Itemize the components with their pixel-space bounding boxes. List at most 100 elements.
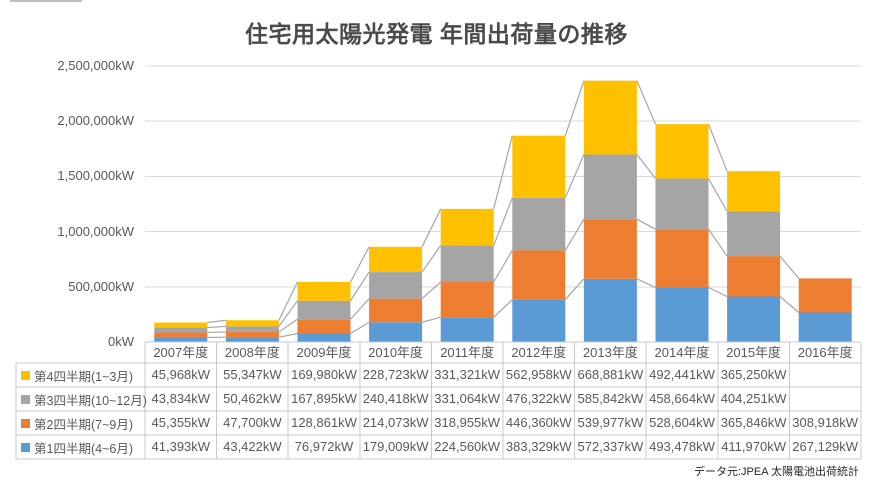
series-line — [564, 80, 585, 136]
table-cell: 476,322kW — [505, 391, 572, 406]
legend-label: 第4四半期(1~3月) — [34, 369, 133, 384]
bar-segment — [583, 219, 637, 279]
bar-segment — [225, 331, 279, 338]
table-cell: 50,462kW — [223, 391, 282, 406]
series-line — [707, 178, 728, 212]
legend-label: 第2四半期(7~9月) — [34, 417, 133, 432]
legend-swatch — [21, 418, 30, 428]
x-category-label: 2016年度 — [797, 345, 853, 360]
bar-segment — [583, 154, 637, 220]
bar-segment — [512, 250, 566, 300]
bar-segment — [154, 327, 208, 333]
table-cell: 411,970kW — [721, 439, 786, 454]
series-line — [708, 286, 728, 298]
bar-segment — [512, 299, 566, 342]
series-line — [493, 299, 513, 318]
bar-segment — [512, 135, 566, 198]
x-category-label: 2011年度 — [440, 345, 495, 360]
y-tick-label: 2,000,000kW — [57, 113, 134, 129]
bar-segment — [583, 80, 637, 155]
series-line — [636, 278, 656, 289]
table-cell: 45,355kW — [151, 415, 211, 430]
bar-segment — [655, 229, 709, 288]
y-tick-label: 500,000kW — [68, 278, 134, 294]
series-line — [493, 250, 513, 283]
table-cell: 55,347kW — [223, 367, 282, 382]
table-cell: 585,842kW — [577, 391, 644, 406]
bar-segment — [297, 333, 351, 342]
table-cell: 45,968kW — [151, 367, 211, 382]
series-line — [278, 281, 299, 321]
bar-segment — [297, 319, 351, 334]
bar-segment — [154, 337, 208, 342]
bar-segment — [225, 337, 279, 342]
legend-item: 第1四半期(4~6月) — [21, 435, 144, 459]
table-cell: 331,064kW — [434, 391, 501, 406]
legend-item: 第2四半期(7~9月) — [21, 411, 144, 435]
table-cell: 331,321kW — [434, 367, 501, 382]
bar-segment — [583, 278, 637, 342]
legend-swatch — [21, 394, 30, 404]
table-cell: 539,977kW — [577, 415, 644, 430]
source-note: データ元:JPEA 太陽電池出荷統計 — [693, 466, 859, 478]
x-category-label: 2012年度 — [511, 345, 567, 360]
bar-segment — [655, 124, 709, 179]
series-line — [349, 271, 370, 302]
bar-segment — [297, 281, 351, 301]
table-cell — [789, 387, 861, 411]
bar-segment — [369, 246, 423, 273]
legend-label: 第1四半期(4~6月) — [34, 441, 133, 456]
table-cell: 668,881kW — [577, 367, 644, 382]
y-tick-label: 2,500,000kW — [57, 58, 134, 73]
bar-segment — [225, 326, 279, 332]
bar-segment — [225, 320, 279, 327]
bar-segment — [297, 300, 351, 320]
series-line — [493, 197, 513, 246]
series-line — [636, 154, 656, 179]
bar-segment — [512, 197, 566, 251]
series-line — [779, 255, 800, 279]
bar-segment — [440, 317, 494, 342]
series-line — [278, 300, 298, 327]
series-line — [278, 318, 298, 333]
legend-item: 第4四半期(1~3月) — [21, 363, 144, 387]
table-cell: 572,337kW — [577, 439, 644, 454]
table-cell: 318,955kW — [434, 415, 501, 430]
bar-segment — [440, 245, 494, 282]
table-cell — [789, 363, 861, 387]
table-cell: 43,834kW — [151, 391, 211, 406]
top-left-divider — [10, 0, 82, 2]
series-line — [421, 316, 441, 323]
series-line — [421, 245, 442, 273]
table-cell: 240,418kW — [362, 391, 429, 406]
x-category-label: 2009年度 — [296, 345, 352, 360]
bar-segment — [655, 287, 709, 342]
table-cell: 446,360kW — [505, 415, 572, 430]
table-cell: 169,980kW — [291, 367, 357, 382]
bar-segment — [798, 278, 852, 313]
table-cell: 41,393kW — [151, 439, 211, 454]
table-cell: 493,478kW — [649, 439, 715, 454]
table-cell: 224,560kW — [434, 439, 501, 454]
table-cell: 365,250kW — [720, 367, 787, 382]
table-cell: 43,422kW — [223, 439, 282, 454]
series-line — [350, 321, 370, 335]
table-cell: 128,861kW — [291, 415, 357, 430]
x-category-label: 2010年度 — [368, 345, 424, 360]
y-tick-label: 1,000,000kW — [57, 223, 134, 239]
bar-segment — [440, 208, 494, 246]
table-cell: 528,604kW — [649, 415, 715, 430]
table-cell: 492,441kW — [649, 367, 715, 382]
table-cell: 365,846kW — [720, 415, 787, 430]
bar-segment — [727, 256, 781, 297]
bar-segment — [440, 281, 494, 318]
bar-segment — [369, 298, 423, 323]
y-tick-label: 1,500,000kW — [57, 168, 134, 184]
table-cell: 458,664kW — [649, 391, 715, 406]
series-line — [207, 325, 226, 329]
series-line — [421, 281, 442, 300]
series-line — [350, 298, 370, 320]
legend-item: 第3四半期(10~12月) — [21, 387, 147, 411]
